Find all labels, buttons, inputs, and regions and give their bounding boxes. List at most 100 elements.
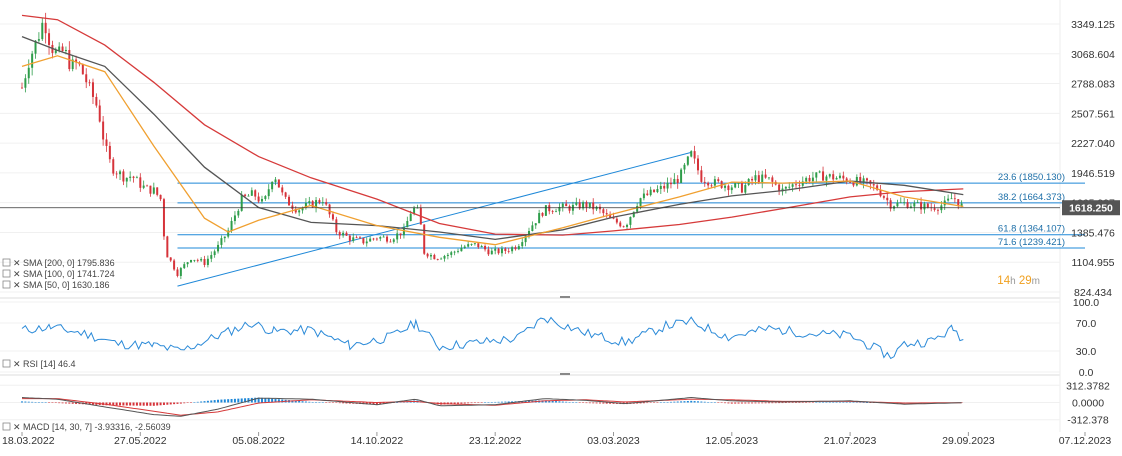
- candle-body[interactable]: [233, 215, 236, 221]
- candle-body[interactable]: [328, 204, 331, 215]
- candle-body[interactable]: [646, 193, 649, 196]
- candle-body[interactable]: [778, 184, 781, 192]
- candle-body[interactable]: [254, 190, 257, 197]
- candle-body[interactable]: [872, 184, 875, 186]
- candle-body[interactable]: [920, 202, 923, 210]
- candle-body[interactable]: [494, 248, 497, 251]
- candle-body[interactable]: [575, 202, 578, 205]
- candle-body[interactable]: [727, 185, 730, 191]
- candle-body[interactable]: [304, 203, 307, 208]
- candle-body[interactable]: [61, 46, 64, 52]
- candle-body[interactable]: [805, 177, 808, 182]
- candle-body[interactable]: [95, 96, 98, 106]
- candle-body[interactable]: [957, 199, 960, 207]
- candle-body[interactable]: [426, 253, 429, 257]
- candle-body[interactable]: [125, 177, 128, 182]
- candle-body[interactable]: [315, 200, 318, 208]
- legend-settings-icon[interactable]: [2, 422, 11, 431]
- candle-body[interactable]: [146, 185, 149, 187]
- candle-body[interactable]: [832, 174, 835, 180]
- candle-body[interactable]: [308, 201, 311, 204]
- candle-body[interactable]: [342, 232, 345, 236]
- candle-body[interactable]: [622, 226, 625, 228]
- candle-body[interactable]: [453, 251, 456, 253]
- candle-body[interactable]: [281, 187, 284, 193]
- candle-body[interactable]: [757, 175, 760, 183]
- candle-body[interactable]: [179, 268, 182, 276]
- candle-body[interactable]: [392, 239, 395, 242]
- candle-body[interactable]: [541, 213, 544, 216]
- candle-body[interactable]: [159, 194, 162, 200]
- candle-body[interactable]: [818, 171, 821, 173]
- candle-body[interactable]: [58, 46, 61, 51]
- candle-body[interactable]: [659, 185, 662, 190]
- candle-body[interactable]: [31, 53, 34, 68]
- candle-body[interactable]: [717, 179, 720, 182]
- candle-body[interactable]: [260, 198, 263, 202]
- candle-body[interactable]: [139, 177, 142, 188]
- candle-body[interactable]: [504, 248, 507, 251]
- candle-body[interactable]: [953, 198, 956, 200]
- legend-settings-icon[interactable]: [2, 280, 11, 289]
- candle-body[interactable]: [433, 254, 436, 260]
- candle-body[interactable]: [200, 259, 203, 261]
- candle-body[interactable]: [220, 238, 223, 245]
- candle-body[interactable]: [85, 74, 88, 83]
- candle-body[interactable]: [206, 258, 209, 265]
- candle-body[interactable]: [443, 255, 446, 259]
- candle-body[interactable]: [565, 203, 568, 207]
- candle-body[interactable]: [196, 259, 199, 261]
- candle-body[interactable]: [365, 241, 368, 244]
- candle-body[interactable]: [423, 224, 426, 254]
- candle-body[interactable]: [369, 238, 372, 242]
- candle-body[interactable]: [842, 175, 845, 179]
- candle-body[interactable]: [666, 182, 669, 189]
- candle-body[interactable]: [44, 22, 47, 34]
- candle-body[interactable]: [227, 230, 230, 237]
- candle-body[interactable]: [186, 262, 189, 265]
- candle-body[interactable]: [558, 207, 561, 212]
- candle-body[interactable]: [656, 189, 659, 193]
- candle-body[interactable]: [37, 39, 40, 41]
- candle-body[interactable]: [906, 202, 909, 208]
- candle-body[interactable]: [291, 205, 294, 209]
- candle-body[interactable]: [527, 231, 530, 236]
- candle-body[interactable]: [950, 198, 953, 200]
- candle-body[interactable]: [389, 241, 392, 243]
- candle-body[interactable]: [406, 221, 409, 228]
- candle-body[interactable]: [960, 203, 963, 207]
- candle-body[interactable]: [484, 246, 487, 250]
- candle-body[interactable]: [500, 248, 503, 254]
- macd-main-line[interactable]: [21, 396, 962, 417]
- candle-body[interactable]: [680, 169, 683, 183]
- candle-body[interactable]: [267, 189, 270, 197]
- candle-body[interactable]: [737, 183, 740, 184]
- candle-body[interactable]: [21, 87, 23, 89]
- candle-body[interactable]: [375, 238, 378, 240]
- candle-body[interactable]: [524, 235, 527, 243]
- candle-body[interactable]: [676, 178, 679, 183]
- candle-body[interactable]: [923, 203, 926, 210]
- sma-50-line[interactable]: [21, 55, 964, 246]
- candle-body[interactable]: [173, 260, 176, 270]
- candle-body[interactable]: [879, 189, 882, 197]
- candle-body[interactable]: [135, 177, 138, 179]
- candle-body[interactable]: [75, 59, 78, 63]
- candle-body[interactable]: [751, 179, 754, 181]
- candle-body[interactable]: [561, 203, 564, 208]
- candle-body[interactable]: [690, 151, 693, 157]
- candle-body[interactable]: [115, 173, 118, 175]
- candle-body[interactable]: [626, 224, 629, 227]
- legend-close-icon[interactable]: ✕: [13, 280, 21, 290]
- candle-body[interactable]: [669, 182, 672, 185]
- candle-body[interactable]: [531, 225, 534, 232]
- candle-body[interactable]: [724, 185, 727, 188]
- candle-body[interactable]: [632, 211, 635, 217]
- candle-body[interactable]: [734, 183, 737, 188]
- candle-body[interactable]: [754, 175, 757, 181]
- candle-body[interactable]: [649, 189, 652, 196]
- candle-body[interactable]: [240, 194, 243, 211]
- trend-line[interactable]: [177, 151, 692, 287]
- candle-body[interactable]: [102, 121, 105, 140]
- candle-body[interactable]: [24, 78, 27, 88]
